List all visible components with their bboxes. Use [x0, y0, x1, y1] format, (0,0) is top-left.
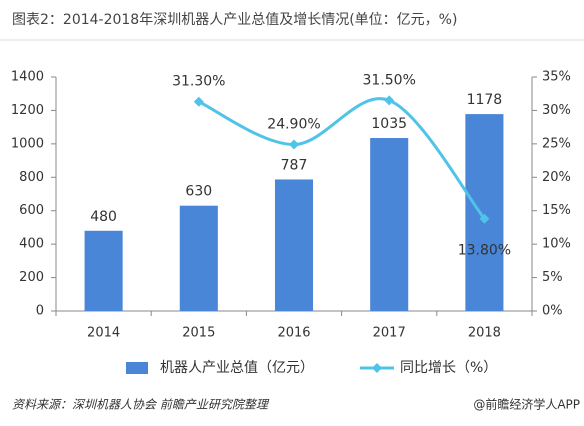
y-tick-label: 1400: [11, 70, 44, 85]
y2-tick-label: 15%: [542, 203, 571, 218]
source: 资料来源：深圳机器人协会 前瞻产业研究院整理: [12, 398, 270, 412]
line-label: 24.90%: [267, 117, 320, 133]
y2-tick-label: 10%: [542, 237, 571, 252]
legend-label: 机器人产业总值（亿元）: [160, 360, 314, 376]
x-tick-label: 2018: [468, 326, 501, 341]
y-tick-label: 1200: [11, 103, 44, 118]
bar-label: 630: [185, 184, 212, 200]
y-tick-label: 800: [19, 170, 44, 185]
y-tick-label: 0: [36, 304, 44, 319]
line-marker: [193, 96, 204, 107]
bar: [370, 138, 409, 311]
x-tick-label: 2015: [182, 326, 215, 341]
y2-tick-label: 25%: [542, 136, 571, 151]
y-tick-label: 600: [19, 203, 44, 218]
bar: [465, 114, 504, 311]
bar-label: 480: [90, 209, 117, 225]
line-marker: [384, 95, 395, 106]
line-label: 31.30%: [172, 74, 225, 90]
line-label: 13.80%: [458, 243, 511, 259]
chart-title: 图表2：2014-2018年深圳机器人产业总值及增长情况(单位：亿元，%): [12, 12, 457, 28]
y2-tick-label: 30%: [542, 103, 571, 118]
line: [198, 97, 486, 220]
y-tick-label: 200: [19, 270, 44, 285]
line-marker: [289, 139, 299, 150]
x-tick-label: 2017: [373, 326, 406, 341]
y2-tick-label: 5%: [542, 270, 563, 285]
x-tick-label: 2014: [87, 326, 120, 341]
x-tick-label: 2016: [277, 326, 310, 341]
legend-swatch: [126, 362, 148, 374]
bar-label: 1178: [467, 92, 503, 108]
y-tick-label: 1000: [11, 136, 44, 151]
credit: @前瞻经济学人APP: [473, 397, 580, 412]
legend-swatch-marker: [372, 363, 382, 373]
line-marker: [479, 213, 490, 224]
y2-tick-label: 20%: [542, 170, 571, 185]
bar-label: 787: [281, 157, 308, 173]
y-tick-label: 400: [19, 237, 44, 252]
line-label: 31.50%: [363, 72, 416, 88]
y2-tick-label: 0%: [542, 304, 563, 319]
bar: [179, 205, 218, 311]
y2-tick-label: 35%: [542, 70, 571, 85]
bar: [84, 230, 123, 311]
bar-label: 1035: [371, 116, 407, 132]
legend-label: 同比增长（%）: [400, 360, 497, 376]
bar: [274, 179, 314, 311]
